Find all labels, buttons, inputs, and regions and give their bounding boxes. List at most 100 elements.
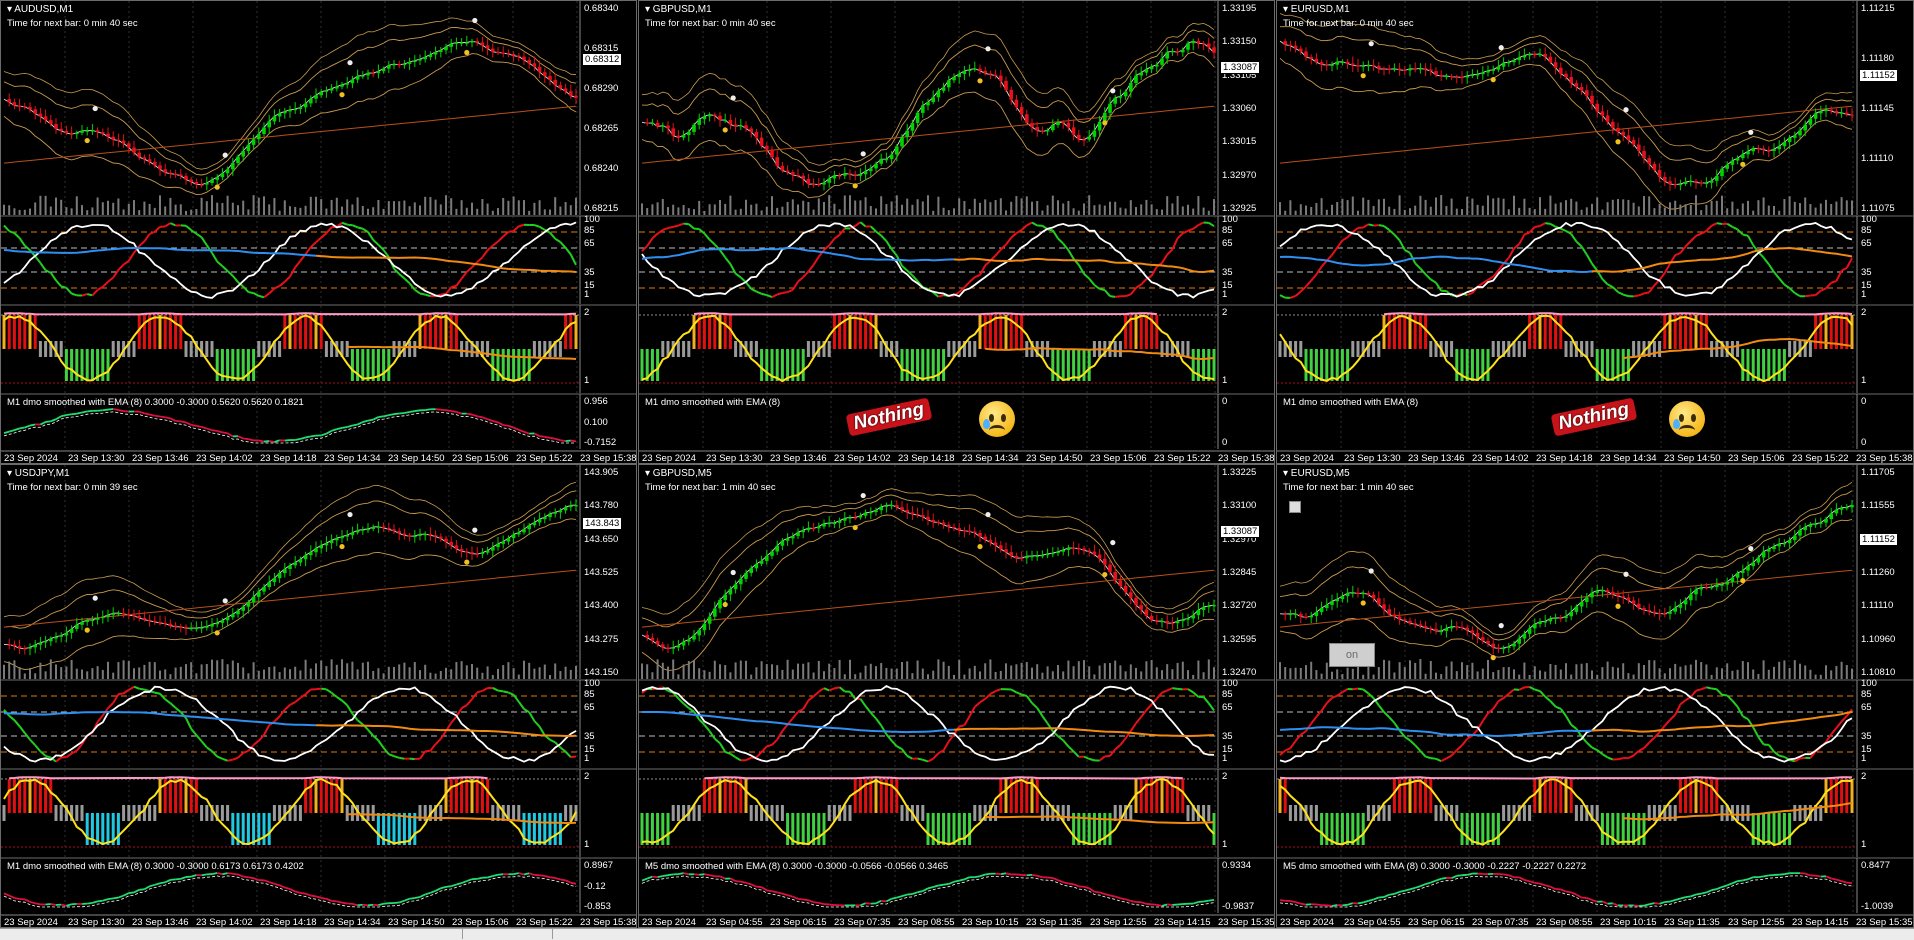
price-tick-label: 1.11145: [1861, 103, 1894, 114]
volume-bar: [766, 207, 768, 215]
volume-bar: [367, 209, 369, 215]
histogram-bar: [875, 779, 878, 813]
dmo-segment: [144, 413, 149, 414]
volume-bar: [289, 669, 291, 679]
volume-bar: [1549, 664, 1551, 679]
volume-bar: [995, 672, 997, 679]
candle: [713, 602, 717, 620]
time-tick-label: 23 Sep 2024: [4, 453, 58, 464]
volume-bar: [1851, 200, 1853, 215]
candle: [801, 526, 805, 538]
dmo-segment: [1094, 892, 1099, 893]
candle: [1715, 170, 1719, 187]
volume-bar: [247, 209, 249, 215]
dmo-segment: [269, 441, 274, 442]
chart-canvas[interactable]: [1277, 1, 1914, 464]
volume-bar: [984, 199, 986, 215]
fast-oscillator-segment: [571, 254, 576, 264]
volume-bar: [1315, 670, 1317, 679]
candle: [1523, 48, 1527, 60]
fast-oscillator-segment: [1795, 293, 1800, 296]
volume-bar: [377, 668, 379, 679]
chart-canvas[interactable]: [1, 465, 637, 928]
volume-bar: [1067, 661, 1069, 679]
fast-oscillator-segment: [1712, 689, 1717, 690]
histogram-bar: [776, 349, 779, 381]
histogram-bar: [1294, 805, 1297, 821]
volume-bar: [169, 674, 171, 679]
candle: [1160, 618, 1164, 628]
fast-oscillator-segment: [923, 760, 928, 762]
chart-canvas[interactable]: [639, 1, 1275, 464]
chart-canvas[interactable]: [1277, 465, 1914, 928]
dmo-segment: [332, 901, 337, 902]
volume-bar: [1284, 667, 1286, 679]
candle: [838, 518, 842, 529]
candle: [1056, 119, 1060, 128]
histogram-bar: [528, 349, 531, 381]
dmo-segment: [1348, 903, 1353, 905]
histogram-bar: [159, 779, 162, 813]
fast-oscillator-segment: [933, 753, 938, 759]
volume-bar: [984, 663, 986, 679]
histogram-bar: [708, 315, 711, 349]
fast-oscillator-segment: [1758, 737, 1763, 744]
status-segment: [0, 929, 463, 939]
volume-bar: [1331, 205, 1333, 215]
dmo-segment: [514, 873, 519, 874]
fast-oscillator-segment: [40, 263, 45, 270]
dmo-segment: [238, 436, 243, 438]
fast-oscillator-segment: [746, 758, 751, 761]
histogram-bar: [1476, 813, 1479, 845]
chart-canvas[interactable]: [639, 465, 1275, 928]
volume-bar: [533, 203, 535, 215]
volume-bar: [424, 665, 426, 679]
volume-bar: [1425, 674, 1427, 679]
histogram-bar: [802, 349, 805, 381]
candle: [775, 541, 779, 555]
fast-oscillator-segment: [1115, 745, 1120, 749]
price-tick-label: 1.11110: [1861, 600, 1893, 611]
fast-oscillator-segment: [834, 235, 839, 239]
candle: [486, 39, 490, 55]
chart-canvas[interactable]: [1, 1, 637, 464]
on-button[interactable]: on: [1329, 643, 1375, 667]
volume-bar: [1560, 670, 1562, 679]
fast-oscillator-segment: [1436, 759, 1441, 761]
fast-oscillator-segment: [1342, 689, 1347, 692]
volume-bar: [55, 198, 57, 215]
volume-bar: [299, 670, 301, 679]
volume-bar: [1601, 210, 1603, 215]
candle: [1191, 610, 1195, 623]
histogram-bar: [1279, 341, 1282, 357]
volume-bar: [154, 662, 156, 679]
candle: [718, 598, 722, 613]
histogram-bar: [39, 341, 42, 357]
histogram-bar: [554, 813, 557, 845]
fast-oscillator-segment: [1800, 758, 1805, 759]
candle: [1538, 49, 1542, 58]
candle: [429, 527, 433, 541]
fast-oscillator-segment: [1821, 288, 1826, 290]
volume-bar: [1685, 665, 1687, 679]
histogram-bar: [849, 315, 852, 349]
dmo-segment: [14, 898, 19, 899]
close-icon[interactable]: [1289, 501, 1301, 513]
volume-bar: [539, 667, 541, 679]
histogram-bar: [1429, 779, 1432, 813]
fast-oscillator-segment: [964, 716, 969, 725]
candle: [221, 168, 225, 180]
time-tick-label: 23 Sep 15:06: [452, 917, 509, 928]
fast-oscillator-segment: [254, 293, 259, 296]
candle: [377, 65, 381, 79]
histogram-bar: [1497, 341, 1500, 357]
candle: [1746, 145, 1750, 158]
fast-oscillator-segment: [1353, 689, 1358, 690]
fast-oscillator-segment: [1675, 704, 1680, 715]
